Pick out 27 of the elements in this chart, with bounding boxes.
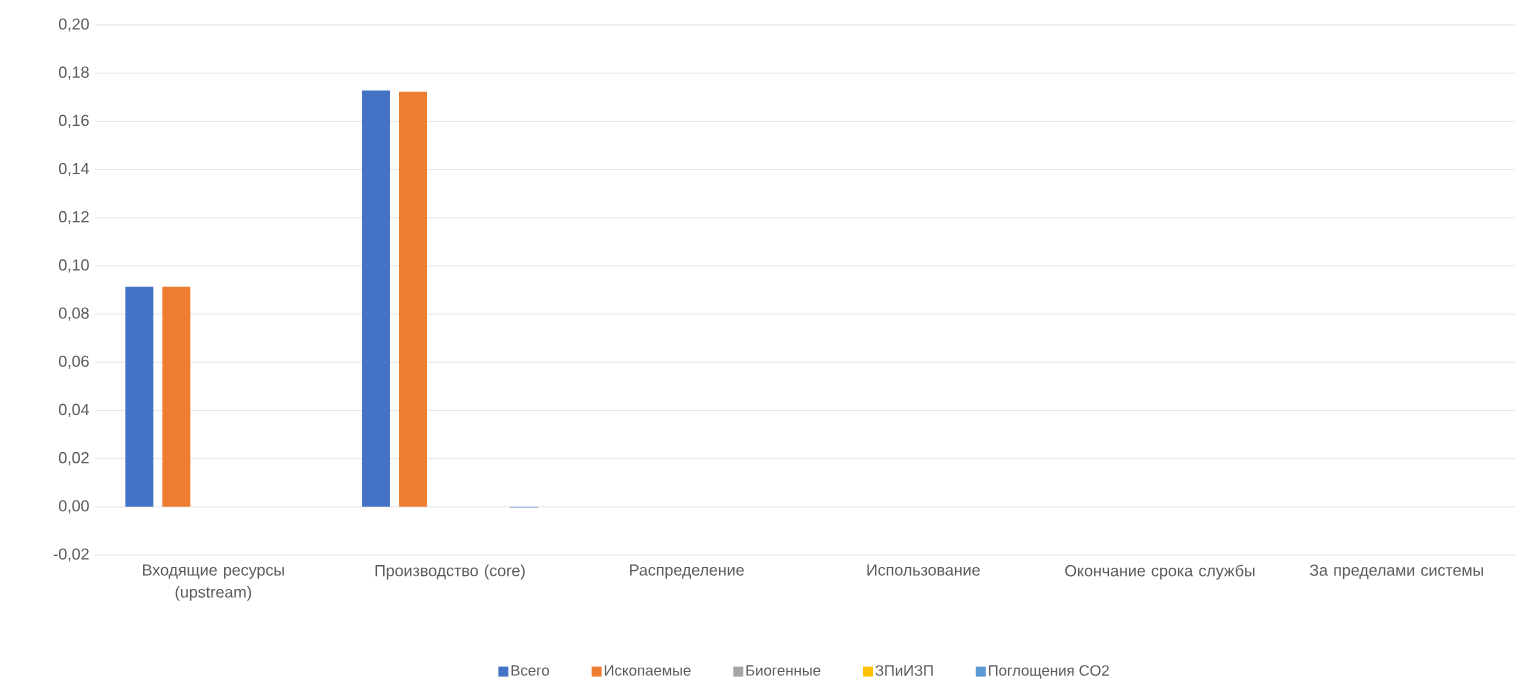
bar <box>362 90 390 507</box>
bar <box>399 91 427 507</box>
y-tick-label: 0,12 <box>58 211 89 225</box>
legend-label: ЗПиИЗП <box>875 665 933 676</box>
y-tick-label: 0,04 <box>58 403 89 418</box>
y-tick-label: 0,08 <box>58 307 89 321</box>
x-tick-label: Входящие ресурсы (upstream) <box>143 564 284 601</box>
bar <box>125 286 154 507</box>
legend-label: Поглощения CO2 <box>989 665 1109 679</box>
y-tick-label: 0,10 <box>58 259 89 273</box>
y-tick-label: 0,06 <box>58 355 89 369</box>
x-tick-label: Распределение <box>630 564 744 579</box>
legend-label: Биогенные <box>746 665 821 676</box>
legend-label: Ископаемые <box>604 665 691 676</box>
y-tick-label: 0,00 <box>58 500 89 514</box>
y-tick-label: -0,02 <box>53 548 89 562</box>
x-tick-label: За пределами системы <box>1309 564 1483 580</box>
x-tick-label: Окончание срока службы <box>1065 564 1255 580</box>
bar <box>162 286 191 507</box>
y-tick-label: 0,18 <box>58 66 89 80</box>
x-tick-label: Использование <box>867 564 980 576</box>
y-tick-label: 0,20 <box>58 18 89 32</box>
y-tick-label: 0,14 <box>58 162 89 177</box>
x-tick-label: Производство (core) <box>375 564 525 580</box>
legend-label: Всего <box>511 665 550 676</box>
y-tick-label: 0,16 <box>58 114 89 128</box>
y-tick-label: 0,02 <box>58 452 89 466</box>
